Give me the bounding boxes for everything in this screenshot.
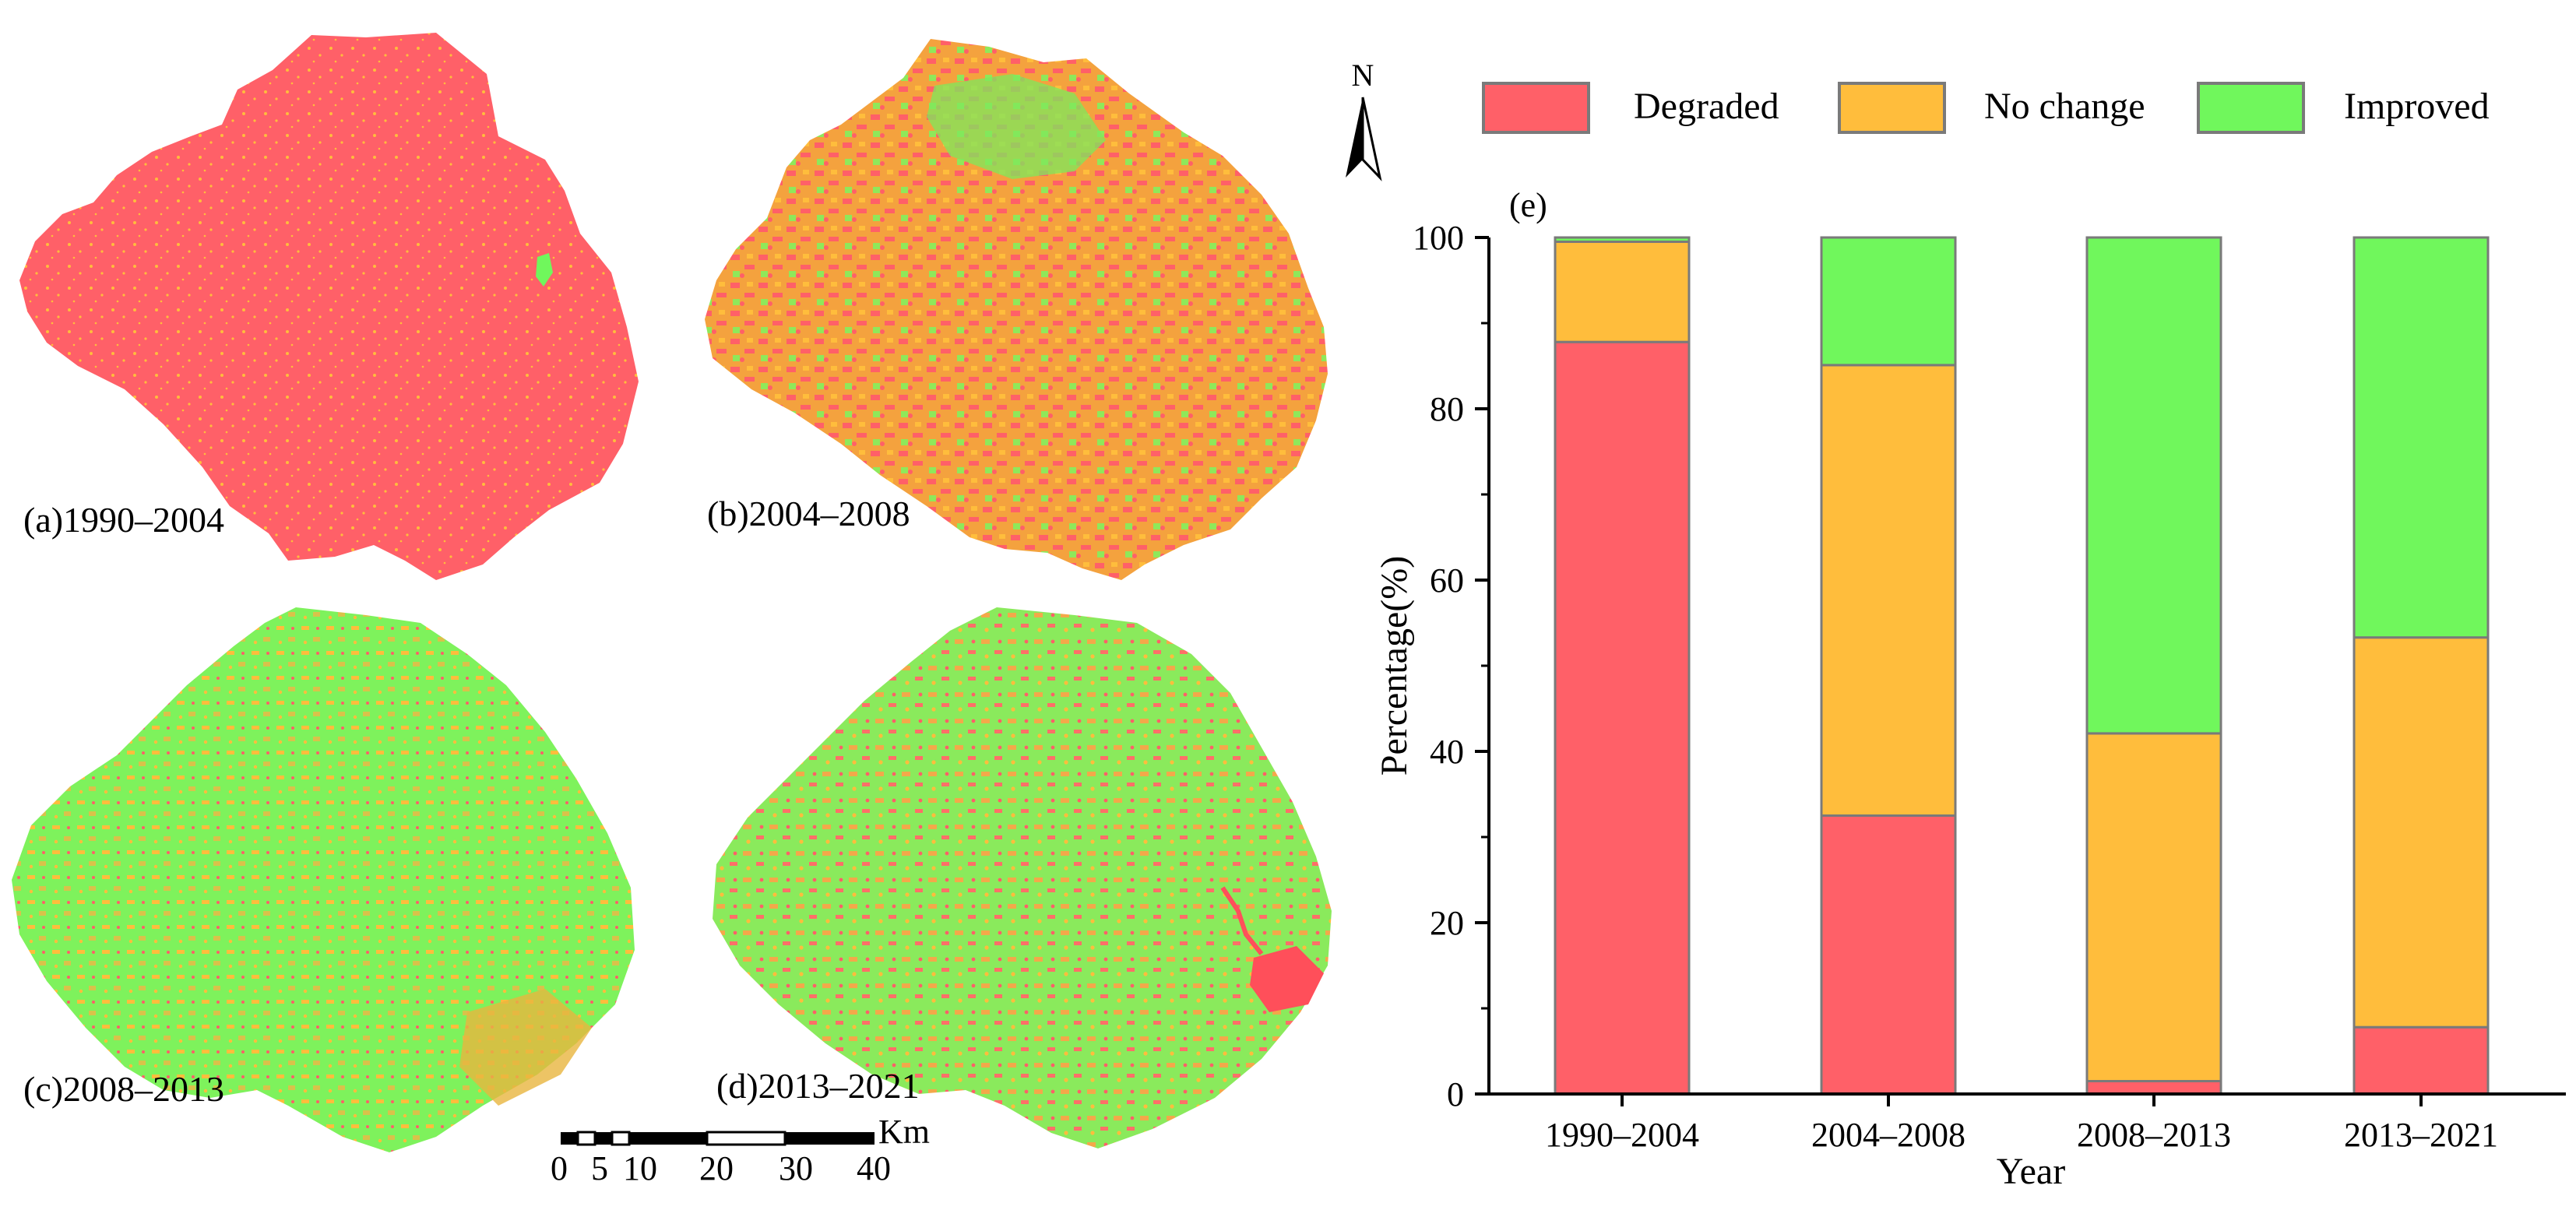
map-a: (a)1990–2004 [19,33,639,580]
map-d-region [713,607,1332,1148]
map-b-label: (b)2004–2008 [707,494,910,533]
map-a-green-spot [536,253,553,287]
x-axis-title: Year [1997,1151,2065,1192]
north-arrow-label: N [1352,58,1374,93]
bars [1554,236,2490,1096]
bar-no-change-2008–2013 [2085,732,2222,1083]
legend-label-no-change: No change [1984,86,2145,127]
scale-tick-30: 30 [779,1149,813,1187]
scale-seg-1 [561,1132,578,1145]
map-a-region [19,33,639,580]
y-axis-title: Percentage(%) [1374,556,1415,776]
chart-panel-label: (e) [1509,186,1547,224]
bar-no-change-2004–2008 [1820,364,1957,817]
bar-degraded-2013–2021 [2353,1025,2490,1096]
x-tick-label-2004–2008: 2004–2008 [1811,1116,1965,1154]
scale-tick-5: 5 [591,1149,608,1187]
x-tick-label-1990–2004: 1990–2004 [1545,1116,1699,1154]
north-arrow-icon [1346,97,1363,178]
map-d: (d)2013–2021 [713,607,1332,1148]
bar-degraded-2004–2008 [1820,814,1957,1096]
map-b-region [705,39,1328,580]
x-tick-label-2008–2013: 2008–2013 [2077,1116,2231,1154]
stacked-bar-chart: (e) 0 20 40 60 80 100 1990–2004 2004–2008 2008–… [1374,186,2566,1192]
scale-seg-7 [785,1132,875,1145]
scale-tick-10: 10 [623,1149,657,1187]
y-tick-label-20: 20 [1430,904,1464,942]
map-b: (b)2004–2008 [705,39,1328,580]
y-ticks: 0 20 40 60 80 100 [1413,219,1489,1113]
scale-bar: Km 0 5 10 20 30 40 [551,1113,930,1187]
bar-improved-2008–2013 [2085,236,2222,735]
legend-label-improved: Improved [2344,86,2490,127]
x-tick-label-2013–2021: 2013–2021 [2344,1116,2498,1154]
map-d-red-patch [1250,946,1324,1012]
map-d-river [1220,886,1264,955]
bar-degraded-1990–2004 [1554,340,1691,1096]
scale-seg-5 [629,1132,707,1145]
y-tick-label-0: 0 [1447,1075,1464,1113]
map-c: (c)2008–2013 [12,607,635,1152]
legend-swatch-degraded [1482,82,1590,134]
y-tick-label-100: 100 [1413,219,1464,257]
bar-no-change-1990–2004 [1554,241,1691,343]
scale-tick-20: 20 [699,1149,734,1187]
bar-improved-2013–2021 [2353,236,2490,639]
legend: Degraded No change Improved [1482,82,2490,134]
x-ticks: 1990–2004 2004–2008 2008–2013 2013–2021 [1545,1094,2498,1154]
north-arrow-icon-right [1361,97,1382,181]
map-b-green-zone [927,74,1106,179]
bar-improved-2004–2008 [1820,236,1957,367]
y-tick-label-80: 80 [1430,390,1464,428]
legend-label-degraded: Degraded [1634,86,1779,127]
map-c-edge [459,989,592,1106]
map-d-label: (d)2013–2021 [716,1066,920,1106]
bar-no-change-2013–2021 [2353,636,2490,1029]
scale-unit: Km [878,1113,930,1151]
bar-improved-1990–2004 [1554,236,1691,243]
scale-seg-2 [576,1131,596,1146]
scale-tick-40: 40 [857,1149,891,1187]
bar-degraded-2008–2013 [2085,1080,2222,1096]
scale-seg-6 [706,1131,787,1146]
north-arrow: N [1346,58,1382,181]
y-tick-label-60: 60 [1430,561,1464,600]
scale-seg-4 [611,1131,631,1146]
scale-seg-3 [595,1132,612,1145]
map-a-label: (a)1990–2004 [23,500,224,540]
y-tick-label-40: 40 [1430,733,1464,771]
legend-swatch-no-change [1838,82,1946,134]
map-c-label: (c)2008–2013 [23,1069,224,1109]
scale-tick-0: 0 [551,1149,568,1187]
legend-swatch-improved [2197,82,2305,134]
